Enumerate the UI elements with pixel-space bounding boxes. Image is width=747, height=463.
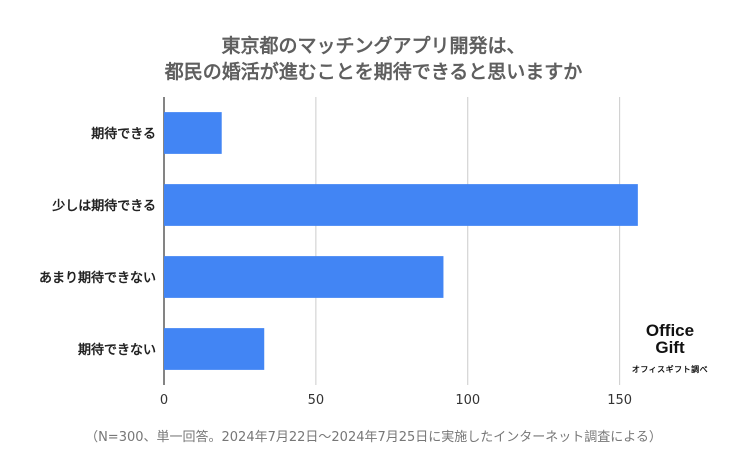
- category-label: 期待できる: [91, 126, 156, 142]
- logo-text-gift: Gift: [655, 338, 685, 357]
- survey-footnote: （N=300、単一回答。2024年7月22日～2024年7月25日に実施したイン…: [85, 430, 662, 445]
- bar: [164, 112, 222, 154]
- tick-layer: 0 50 100 150: [160, 393, 632, 408]
- category-label: 期待できない: [78, 342, 156, 358]
- category-label: 少しは期待できる: [51, 198, 156, 214]
- chart-title-line2: 都民の婚活が進むことを期待できると思いますか: [164, 61, 583, 83]
- category-label: あまり期待できない: [39, 270, 156, 286]
- bar: [164, 184, 638, 226]
- logo-text-office: Office: [645, 321, 695, 340]
- x-tick-label: 50: [308, 393, 325, 408]
- x-tick-label: 150: [607, 393, 632, 408]
- bar: [164, 256, 444, 298]
- bar-layer: [164, 112, 638, 370]
- bar: [164, 328, 265, 370]
- x-tick-label: 0: [160, 393, 168, 408]
- office-gift-logo: Office Gift オフィスギフト調べ: [622, 318, 718, 380]
- x-tick-label: 100: [455, 393, 480, 408]
- logo-caption: オフィスギフト調べ: [631, 365, 709, 374]
- chart-title-line1: 東京都のマッチングアプリ開発は、: [221, 35, 526, 57]
